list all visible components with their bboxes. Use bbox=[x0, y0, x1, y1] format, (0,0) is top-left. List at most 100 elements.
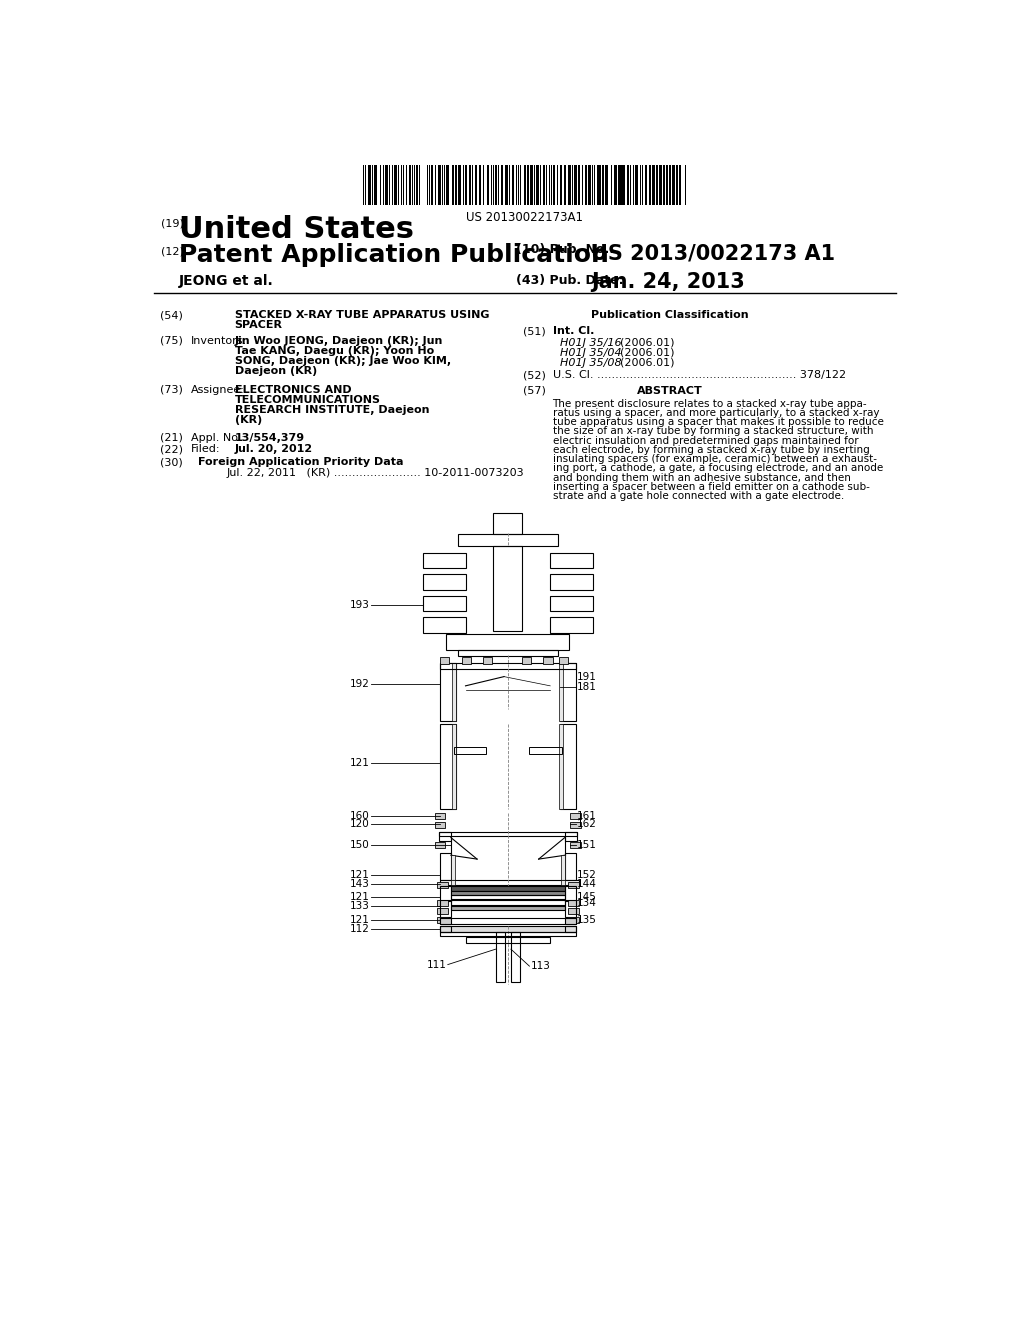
Bar bbox=[549, 165, 550, 205]
Bar bbox=[655, 165, 658, 205]
Bar bbox=[560, 165, 562, 205]
Bar bbox=[574, 165, 578, 205]
Bar bbox=[582, 165, 584, 205]
Bar bbox=[440, 663, 575, 669]
Bar bbox=[440, 886, 451, 902]
Text: 161: 161 bbox=[578, 810, 597, 821]
Text: (30): (30) bbox=[160, 457, 182, 467]
Bar bbox=[440, 725, 456, 809]
Bar bbox=[529, 747, 562, 754]
Text: (KR): (KR) bbox=[234, 414, 262, 425]
Bar bbox=[435, 842, 445, 849]
Text: 121: 121 bbox=[349, 758, 370, 768]
Text: ratus using a spacer, and more particularly, to a stacked x-ray: ratus using a spacer, and more particula… bbox=[553, 408, 879, 418]
Bar bbox=[368, 165, 371, 205]
Text: and bonding them with an adhesive substance, and then: and bonding them with an adhesive substa… bbox=[553, 473, 850, 483]
Text: electric insulation and predetermined gaps maintained for: electric insulation and predetermined ga… bbox=[553, 436, 858, 446]
Bar bbox=[440, 927, 451, 932]
Text: 152: 152 bbox=[578, 870, 597, 879]
Bar bbox=[537, 165, 540, 205]
Bar bbox=[614, 165, 617, 205]
Bar bbox=[466, 937, 550, 942]
Bar bbox=[560, 725, 575, 809]
Bar bbox=[565, 853, 575, 880]
Text: Appl. No.:: Appl. No.: bbox=[190, 433, 245, 442]
Bar bbox=[454, 747, 486, 754]
Bar bbox=[666, 165, 668, 205]
Bar bbox=[472, 165, 473, 205]
Bar bbox=[565, 919, 575, 924]
Bar bbox=[440, 932, 575, 936]
Bar bbox=[419, 165, 420, 205]
Bar bbox=[565, 832, 578, 841]
Bar bbox=[494, 512, 522, 535]
Bar bbox=[568, 900, 579, 906]
Text: H01J 35/08: H01J 35/08 bbox=[560, 358, 622, 368]
Bar bbox=[451, 880, 455, 884]
Text: The present disclosure relates to a stacked x-ray tube appa-: The present disclosure relates to a stac… bbox=[553, 399, 867, 409]
Bar bbox=[423, 595, 466, 611]
Text: STACKED X-RAY TUBE APPARATUS USING: STACKED X-RAY TUBE APPARATUS USING bbox=[234, 310, 489, 319]
Text: 111: 111 bbox=[426, 960, 446, 970]
Text: Tae KANG, Daegu (KR); Yoon Ho: Tae KANG, Daegu (KR); Yoon Ho bbox=[234, 346, 434, 355]
Bar bbox=[546, 165, 547, 205]
Text: inserting a spacer between a field emitter on a cathode sub-: inserting a spacer between a field emitt… bbox=[553, 482, 869, 492]
Bar bbox=[414, 165, 416, 205]
Text: (2006.01): (2006.01) bbox=[620, 358, 674, 368]
Bar bbox=[429, 165, 430, 205]
Bar bbox=[660, 165, 662, 205]
Bar bbox=[385, 165, 388, 205]
Bar bbox=[559, 725, 563, 809]
Bar bbox=[511, 932, 520, 982]
Bar bbox=[570, 813, 581, 818]
Bar bbox=[452, 165, 454, 205]
Bar bbox=[423, 553, 466, 568]
Bar bbox=[462, 657, 471, 664]
Bar bbox=[561, 880, 565, 884]
Bar bbox=[440, 919, 575, 924]
Text: 151: 151 bbox=[578, 841, 597, 850]
Bar bbox=[550, 574, 593, 590]
Bar bbox=[440, 663, 456, 721]
Text: 121: 121 bbox=[349, 870, 370, 879]
Text: ABSTRACT: ABSTRACT bbox=[637, 385, 702, 396]
Bar bbox=[553, 165, 555, 205]
Text: Jul. 22, 2011   (KR) ........................ 10-2011-0073203: Jul. 22, 2011 (KR) .....................… bbox=[226, 469, 524, 478]
Bar bbox=[664, 165, 665, 205]
Text: 120: 120 bbox=[349, 820, 370, 829]
Bar bbox=[624, 165, 625, 205]
Text: Jan. 24, 2013: Jan. 24, 2013 bbox=[591, 272, 744, 292]
Bar bbox=[435, 822, 445, 829]
Text: 193: 193 bbox=[349, 601, 370, 610]
Text: each electrode, by forming a stacked x-ray tube by inserting: each electrode, by forming a stacked x-r… bbox=[553, 445, 869, 455]
Text: (54): (54) bbox=[160, 310, 182, 319]
Text: U.S. Cl. ....................................................... 378/122: U.S. Cl. ...............................… bbox=[553, 370, 846, 380]
Bar bbox=[494, 546, 522, 631]
Text: Int. Cl.: Int. Cl. bbox=[553, 326, 594, 337]
Bar bbox=[550, 595, 593, 611]
Bar bbox=[599, 165, 601, 205]
Bar bbox=[565, 900, 575, 917]
Text: SPACER: SPACER bbox=[234, 321, 283, 330]
Text: (2006.01): (2006.01) bbox=[620, 348, 674, 358]
Bar bbox=[451, 886, 565, 891]
Text: US 2013/0022173 A1: US 2013/0022173 A1 bbox=[591, 243, 836, 263]
Bar bbox=[440, 657, 450, 664]
Bar bbox=[451, 891, 565, 895]
Bar bbox=[446, 165, 450, 205]
Text: (12): (12) bbox=[162, 246, 184, 256]
Text: 113: 113 bbox=[531, 961, 551, 972]
Bar bbox=[496, 932, 505, 982]
Bar bbox=[506, 165, 508, 205]
Bar bbox=[423, 618, 466, 632]
Bar bbox=[559, 663, 563, 721]
Bar bbox=[438, 832, 451, 841]
Bar bbox=[630, 165, 631, 205]
Bar bbox=[437, 917, 447, 923]
Bar bbox=[568, 908, 579, 913]
Bar bbox=[475, 165, 477, 205]
Bar bbox=[451, 906, 565, 909]
Bar bbox=[570, 842, 581, 849]
Text: Patent Application Publication: Patent Application Publication bbox=[179, 243, 609, 267]
Bar bbox=[565, 927, 575, 932]
